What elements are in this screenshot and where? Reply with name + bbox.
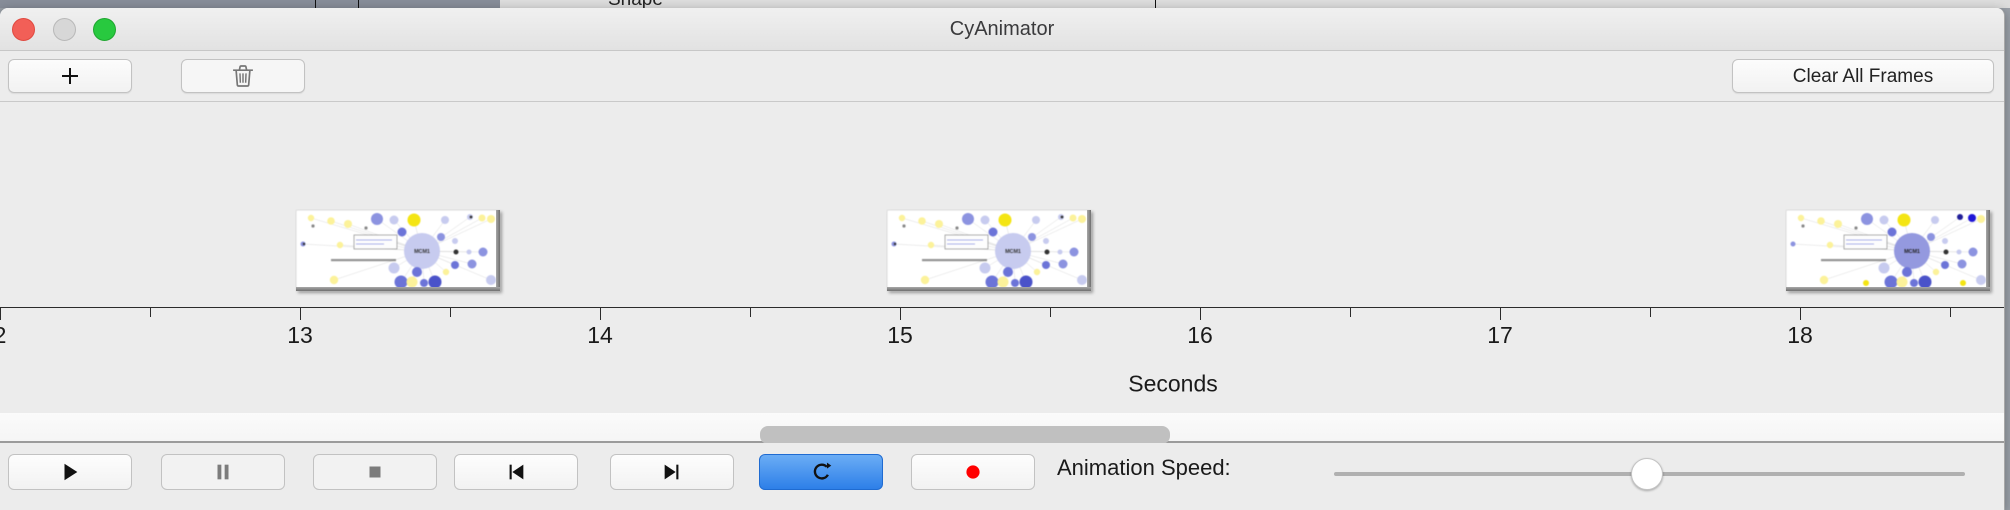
- svg-text:MCM1: MCM1: [1005, 249, 1021, 255]
- svg-text:MCM1: MCM1: [1904, 249, 1920, 255]
- svg-text:MCM1: MCM1: [414, 249, 430, 255]
